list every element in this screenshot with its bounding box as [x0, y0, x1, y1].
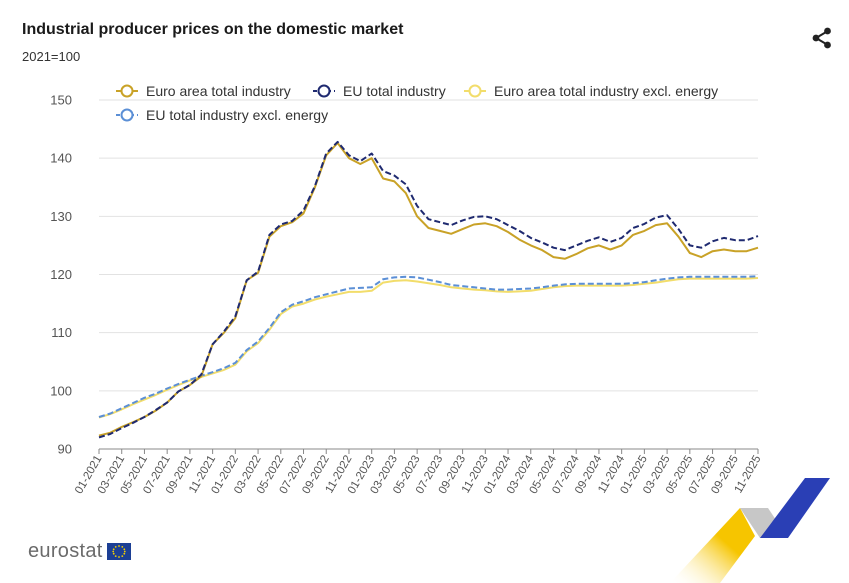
legend-marker: [120, 84, 134, 98]
grid-lines: [99, 99, 758, 450]
y-tick-label: 110: [51, 325, 72, 340]
legend-label: Euro area total industry excl. energy: [494, 83, 718, 99]
chart-subtitle: 2021=100: [22, 49, 81, 64]
legend-label: EU total industry excl. energy: [146, 107, 328, 123]
series-line[interactable]: [98, 277, 759, 419]
y-tick-label: 130: [50, 209, 72, 224]
eurostat-logo: eurostat: [28, 540, 131, 563]
decorative-stripes: [670, 478, 830, 583]
legend-marker: [317, 84, 331, 98]
legend-item[interactable]: EU total industry excl. energy: [116, 107, 328, 123]
series-lines: [98, 140, 759, 439]
y-tick-label: 140: [50, 151, 72, 166]
legend-item[interactable]: Euro area total industry excl. energy: [464, 83, 718, 99]
share-icon[interactable]: [810, 26, 834, 50]
legend-label: EU total industry: [343, 83, 446, 99]
chart-title: Industrial producer prices on the domest…: [22, 21, 404, 38]
y-tick-label: 150: [50, 93, 72, 108]
legend: Euro area total industry EU total industr…: [116, 83, 718, 123]
y-tick-label: 100: [50, 383, 72, 398]
legend-marker: [120, 108, 134, 122]
series-line[interactable]: [98, 275, 759, 418]
legend-label: Euro area total industry: [146, 83, 291, 99]
logo-text: eurostat: [28, 540, 103, 562]
series-line[interactable]: [98, 140, 759, 439]
y-tick-label: 120: [50, 267, 72, 282]
legend-item[interactable]: Euro area total industry: [116, 83, 291, 99]
y-axis-ticks: 90 100 110 120 130 140 150: [50, 93, 72, 457]
legend-item[interactable]: EU total industry: [313, 83, 446, 99]
legend-marker: [468, 84, 482, 98]
y-tick-label: 90: [58, 442, 72, 457]
series-line[interactable]: [98, 142, 759, 437]
eu-flag-icon: [106, 543, 131, 560]
